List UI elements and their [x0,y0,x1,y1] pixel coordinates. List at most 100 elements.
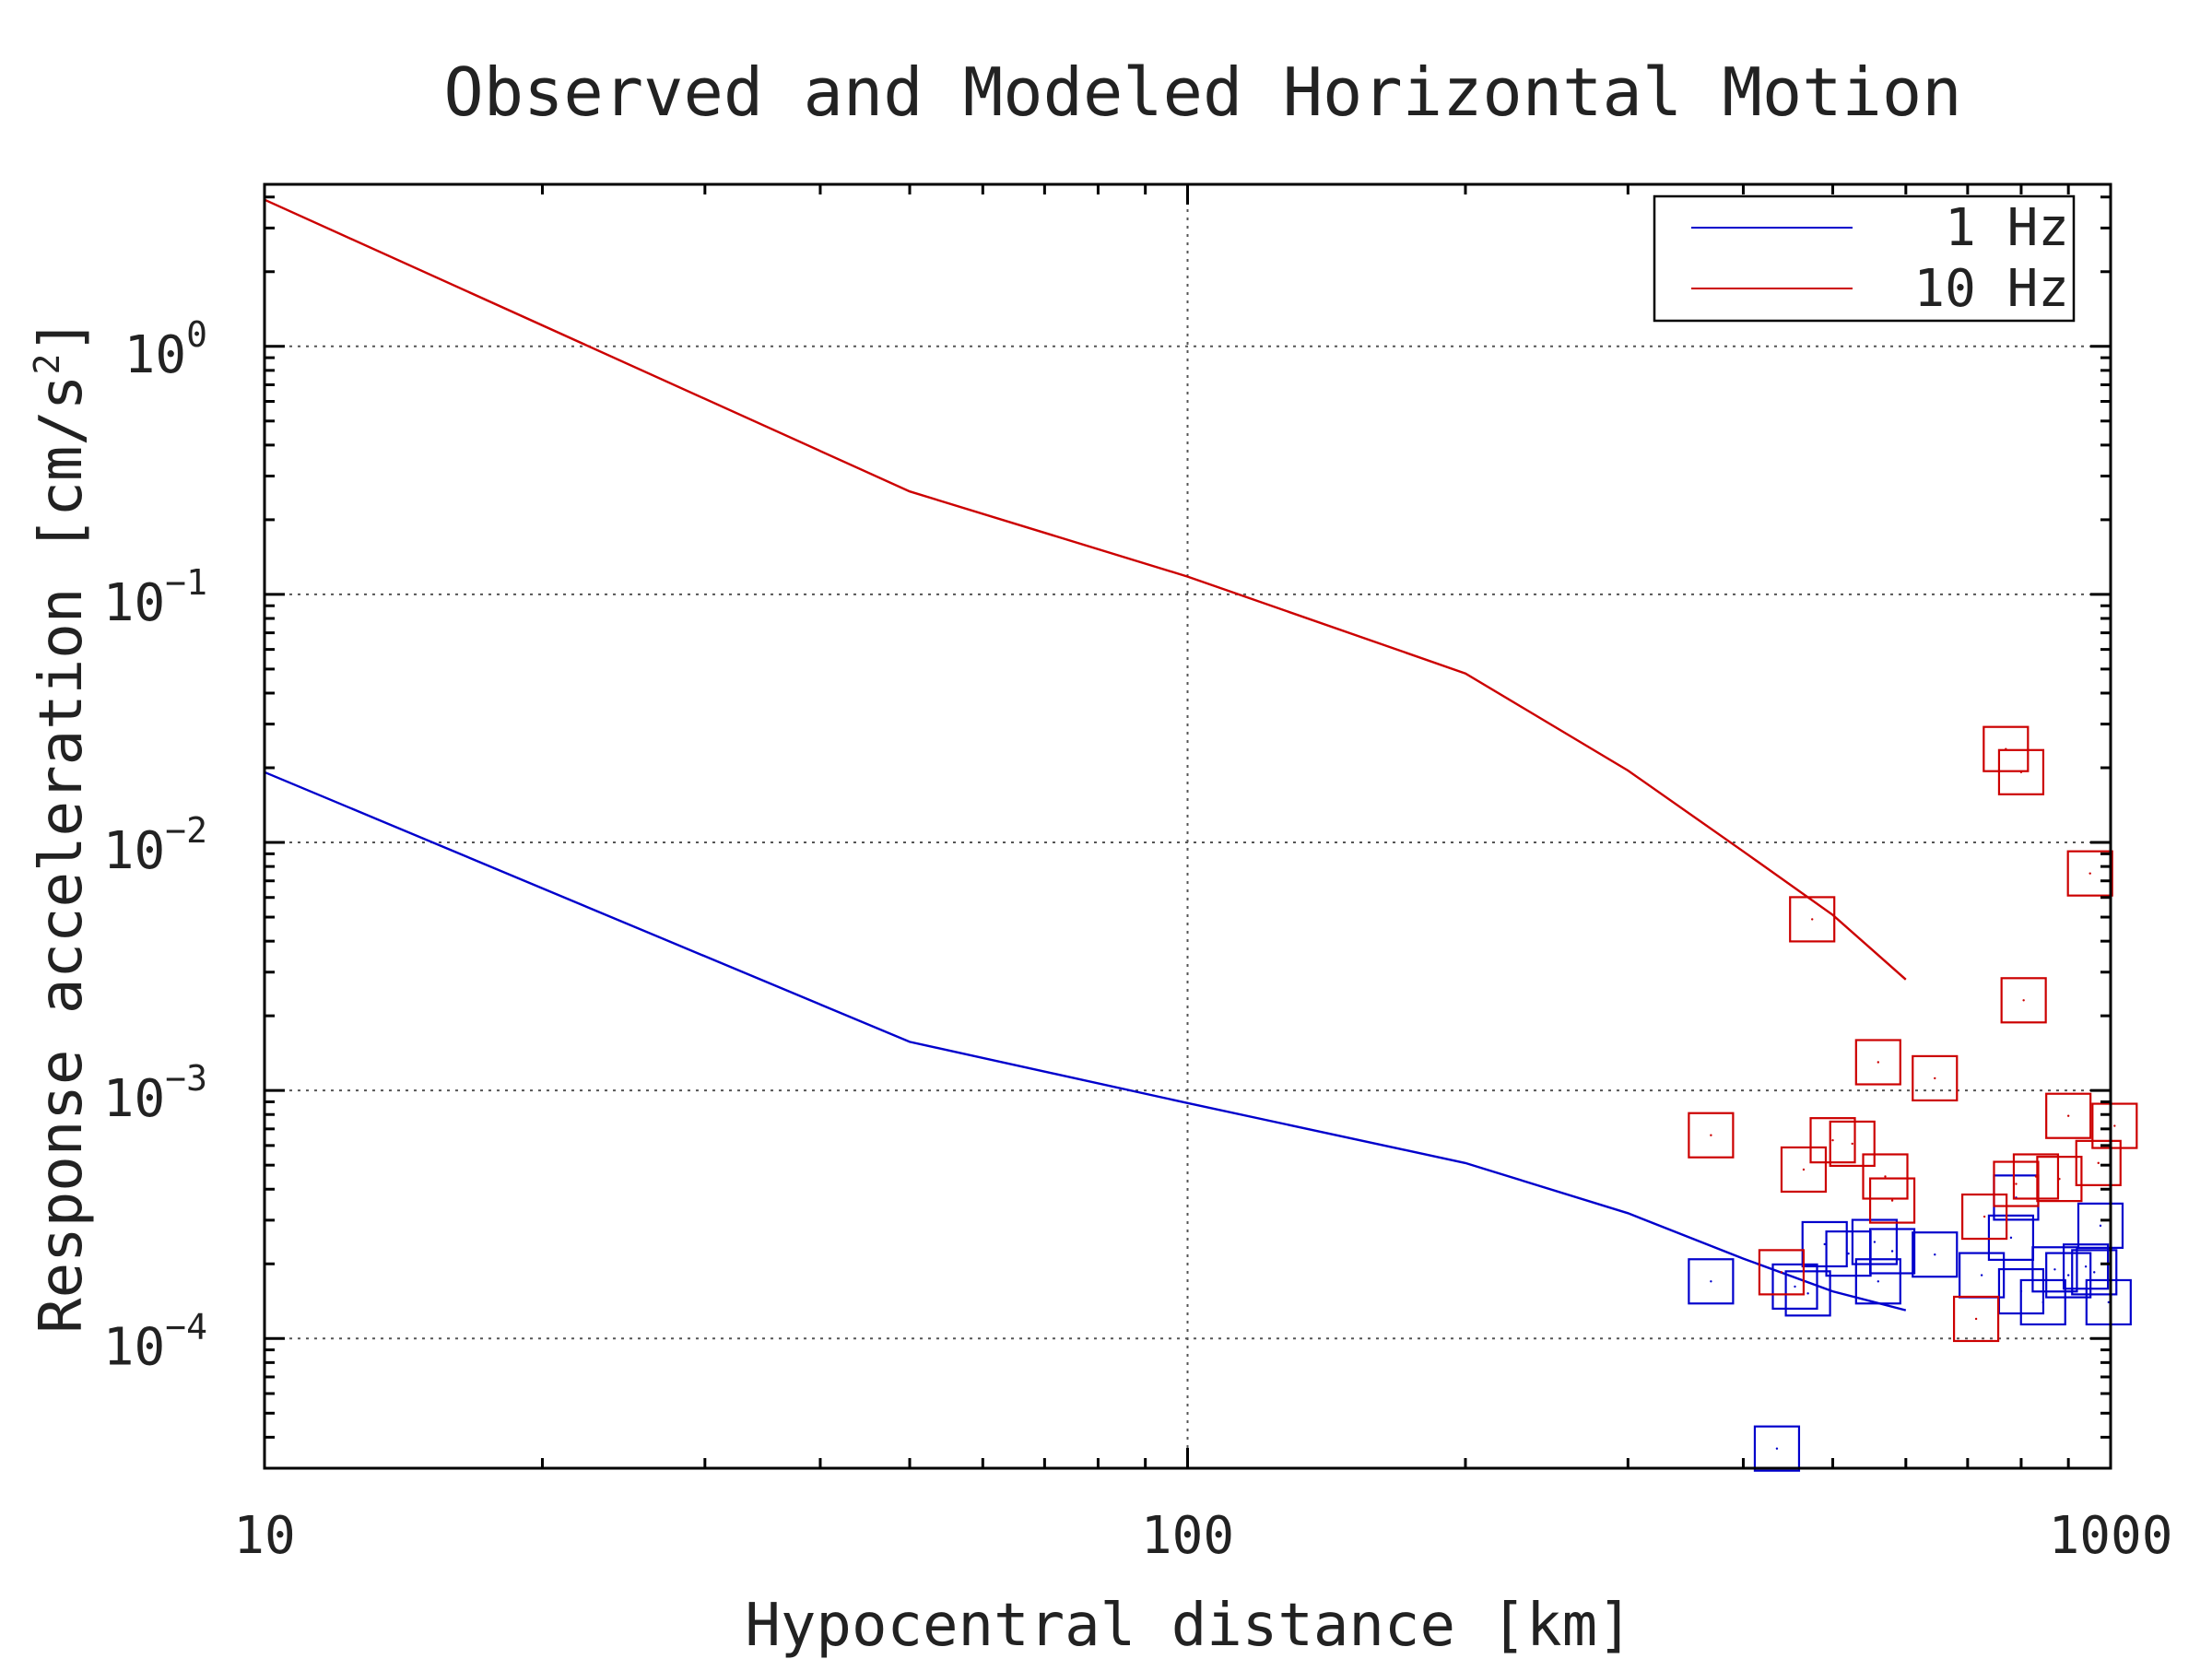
observed-marker-dot-1hz [1877,1280,1880,1283]
model-line-1hz [264,771,1907,1312]
observed-marker-dot-1hz [1794,1285,1796,1288]
y-axis-label: Response acceleration [cm/s2] [27,318,96,1334]
observed-marker-dot-1hz [2041,1300,2044,1304]
observed-marker-1hz [1688,1258,1735,1305]
observed-marker-dot-10hz [2066,1114,2070,1117]
observed-marker-10hz [1780,1146,1828,1194]
observed-marker-1hz [2077,1202,2124,1249]
chart-title: Observed and Modeled Horizontal Motion [443,53,1961,131]
y-axis-label-end: ] [28,318,96,354]
y-tick-base: 10 [124,325,186,385]
observed-marker-10hz [1809,1117,1856,1164]
observed-marker-dot-10hz [2022,999,2025,1002]
observed-marker-dot-10hz [1811,918,1814,921]
observed-marker-dot-1hz [2099,1224,2102,1228]
observed-marker-dot-1hz [2053,1268,2056,1271]
observed-marker-dot-1hz [1980,1274,1983,1277]
y-tick-base: 10 [103,573,165,633]
observed-marker-1hz [2085,1278,2132,1326]
y-tick-exponent: −3 [165,1058,207,1099]
observed-marker-dot-10hz [1974,1317,1978,1321]
observed-marker-10hz [1862,1153,1909,1200]
observed-marker-dot-1hz [2066,1274,2070,1277]
observed-marker-dot-1hz [2084,1265,2088,1268]
y-axis-label-main: Response acceleration [cm/s [28,375,96,1334]
observed-marker-10hz [2045,1092,2092,1139]
observed-marker-10hz [1854,1039,1901,1086]
y-tick-base: 10 [103,1069,165,1129]
observed-marker-1hz [2071,1249,2118,1296]
observed-marker-1hz [1851,1218,1899,1265]
observed-marker-dot-1hz [1873,1241,1877,1243]
observed-marker-10hz [2091,1102,2138,1149]
observed-marker-10hz [2012,1153,2060,1200]
y-tick-exponent: 0 [186,314,207,355]
observed-marker-dot-10hz [1831,1138,1834,1142]
legend: 1 Hz 10 Hz [1653,194,2076,323]
observed-marker-10hz [1961,1193,2008,1241]
x-tick-label: 1000 [2049,1506,2173,1566]
observed-marker-dot-1hz [1934,1253,1936,1256]
observed-marker-1hz [1771,1263,1818,1310]
observed-marker-dot-10hz [1851,1142,1853,1146]
y-axis-label-superscript: 2 [27,354,67,375]
y-tick-exponent: −4 [165,1306,207,1347]
observed-marker-dot-10hz [2088,872,2091,875]
legend-label-1hz: 1 Hz [1945,198,2069,258]
observed-marker-10hz [2066,850,2113,897]
observed-marker-1hz [1987,1214,2035,1261]
observed-marker-dot-10hz [2097,1161,2100,1165]
observed-markers [1688,725,2138,1472]
observed-marker-dot-10hz [2058,1177,2061,1181]
y-tick-exponent: −1 [165,562,207,603]
observed-marker-dot-10hz [1934,1077,1936,1080]
observed-marker-1hz [2019,1278,2066,1326]
observed-marker-10hz [1912,1054,1959,1102]
observed-marker-dot-1hz [1823,1242,1826,1246]
observed-marker-dot-1hz [2009,1236,2013,1240]
observed-marker-dot-1hz [1775,1447,1779,1450]
x-tick-label: 100 [1141,1506,1234,1566]
observed-marker-10hz [2075,1139,2122,1186]
observed-marker-1hz [1854,1258,1901,1305]
y-tick-label: 10−4 [103,1306,207,1377]
observed-marker-10hz [1997,748,2045,795]
y-tick-label: 100 [124,314,207,385]
observed-marker-dot-10hz [1884,1175,1887,1178]
observed-marker-dot-10hz [2113,1124,2116,1127]
observed-marker-1hz [1753,1425,1801,1472]
observed-marker-dot-1hz [1806,1292,1809,1295]
observed-marker-dot-1hz [2107,1300,2111,1304]
legend-box [1653,194,2076,323]
x-tick-labels: 10 100 1000 [233,1506,2172,1566]
observed-marker-1hz [1801,1220,1848,1268]
observed-marker-dot-1hz [1890,1250,1894,1253]
observed-marker-10hz [1688,1112,1735,1159]
observed-marker-1hz [1868,1228,1916,1275]
model-lines [264,198,1907,1312]
observed-marker-dot-10hz [1890,1199,1894,1202]
observed-marker-dot-10hz [2015,1182,2018,1185]
observed-marker-dot-1hz [1710,1280,1712,1283]
model-line-10hz [264,198,1907,981]
x-axis-label: Hypocentral distance [km] [745,1592,1632,1659]
observed-marker-1hz [2031,1246,2078,1293]
y-tick-base: 10 [103,821,165,881]
observed-marker-dot-10hz [2019,771,2023,773]
y-tick-label: 10−1 [103,562,207,633]
y-tick-exponent: −2 [165,810,207,851]
observed-marker-10hz [1983,725,2030,772]
y-tick-label: 10−3 [103,1058,207,1129]
observed-marker-dot-10hz [1710,1134,1712,1136]
observed-marker-dot-1hz [2093,1271,2096,1274]
observed-marker-10hz [1758,1249,1806,1296]
grid-lines [265,184,2111,1468]
observed-marker-dot-10hz [1780,1271,1783,1274]
observed-marker-dot-10hz [1802,1168,1806,1171]
legend-label-10hz: 10 Hz [1913,259,2069,319]
observed-marker-1hz [1912,1231,1959,1278]
observed-marker-10hz [2000,977,2047,1024]
observed-marker-10hz [1789,896,1836,943]
